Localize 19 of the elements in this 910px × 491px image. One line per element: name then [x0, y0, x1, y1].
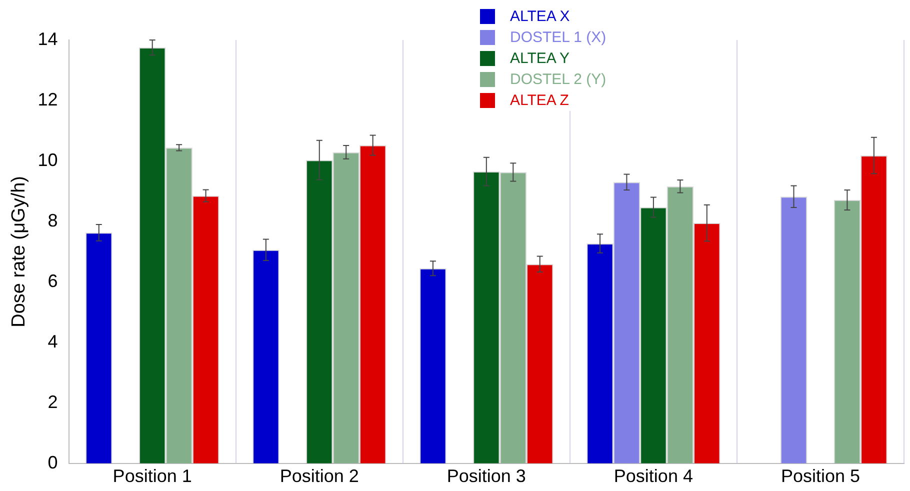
- y-tick-label: 0: [48, 452, 58, 472]
- legend-label: ALTEA Z: [510, 92, 569, 109]
- legend-label: DOSTEL 2 (Y): [510, 71, 606, 88]
- x-tick-label: Position 2: [280, 466, 359, 486]
- y-axis-title: Dose rate (μGy/h): [8, 176, 30, 328]
- y-tick-label: 12: [38, 89, 58, 110]
- y-tick-label: 4: [48, 331, 58, 352]
- legend-label: ALTEA X: [510, 8, 570, 25]
- y-tick-label: 6: [48, 270, 58, 291]
- x-tick-label: Position 5: [780, 466, 860, 486]
- x-tick-label: Position 3: [446, 466, 526, 486]
- x-tick-label: Position 1: [112, 466, 192, 486]
- y-tick-label: 2: [48, 392, 58, 412]
- y-tick-label: 8: [48, 210, 58, 230]
- legend-label: ALTEA Y: [510, 50, 570, 67]
- x-tick-label: Position 4: [614, 466, 693, 486]
- legend-label: DOSTEL 1 (X): [510, 29, 606, 46]
- y-tick-label: 10: [38, 150, 58, 170]
- y-tick-label: 14: [38, 28, 58, 49]
